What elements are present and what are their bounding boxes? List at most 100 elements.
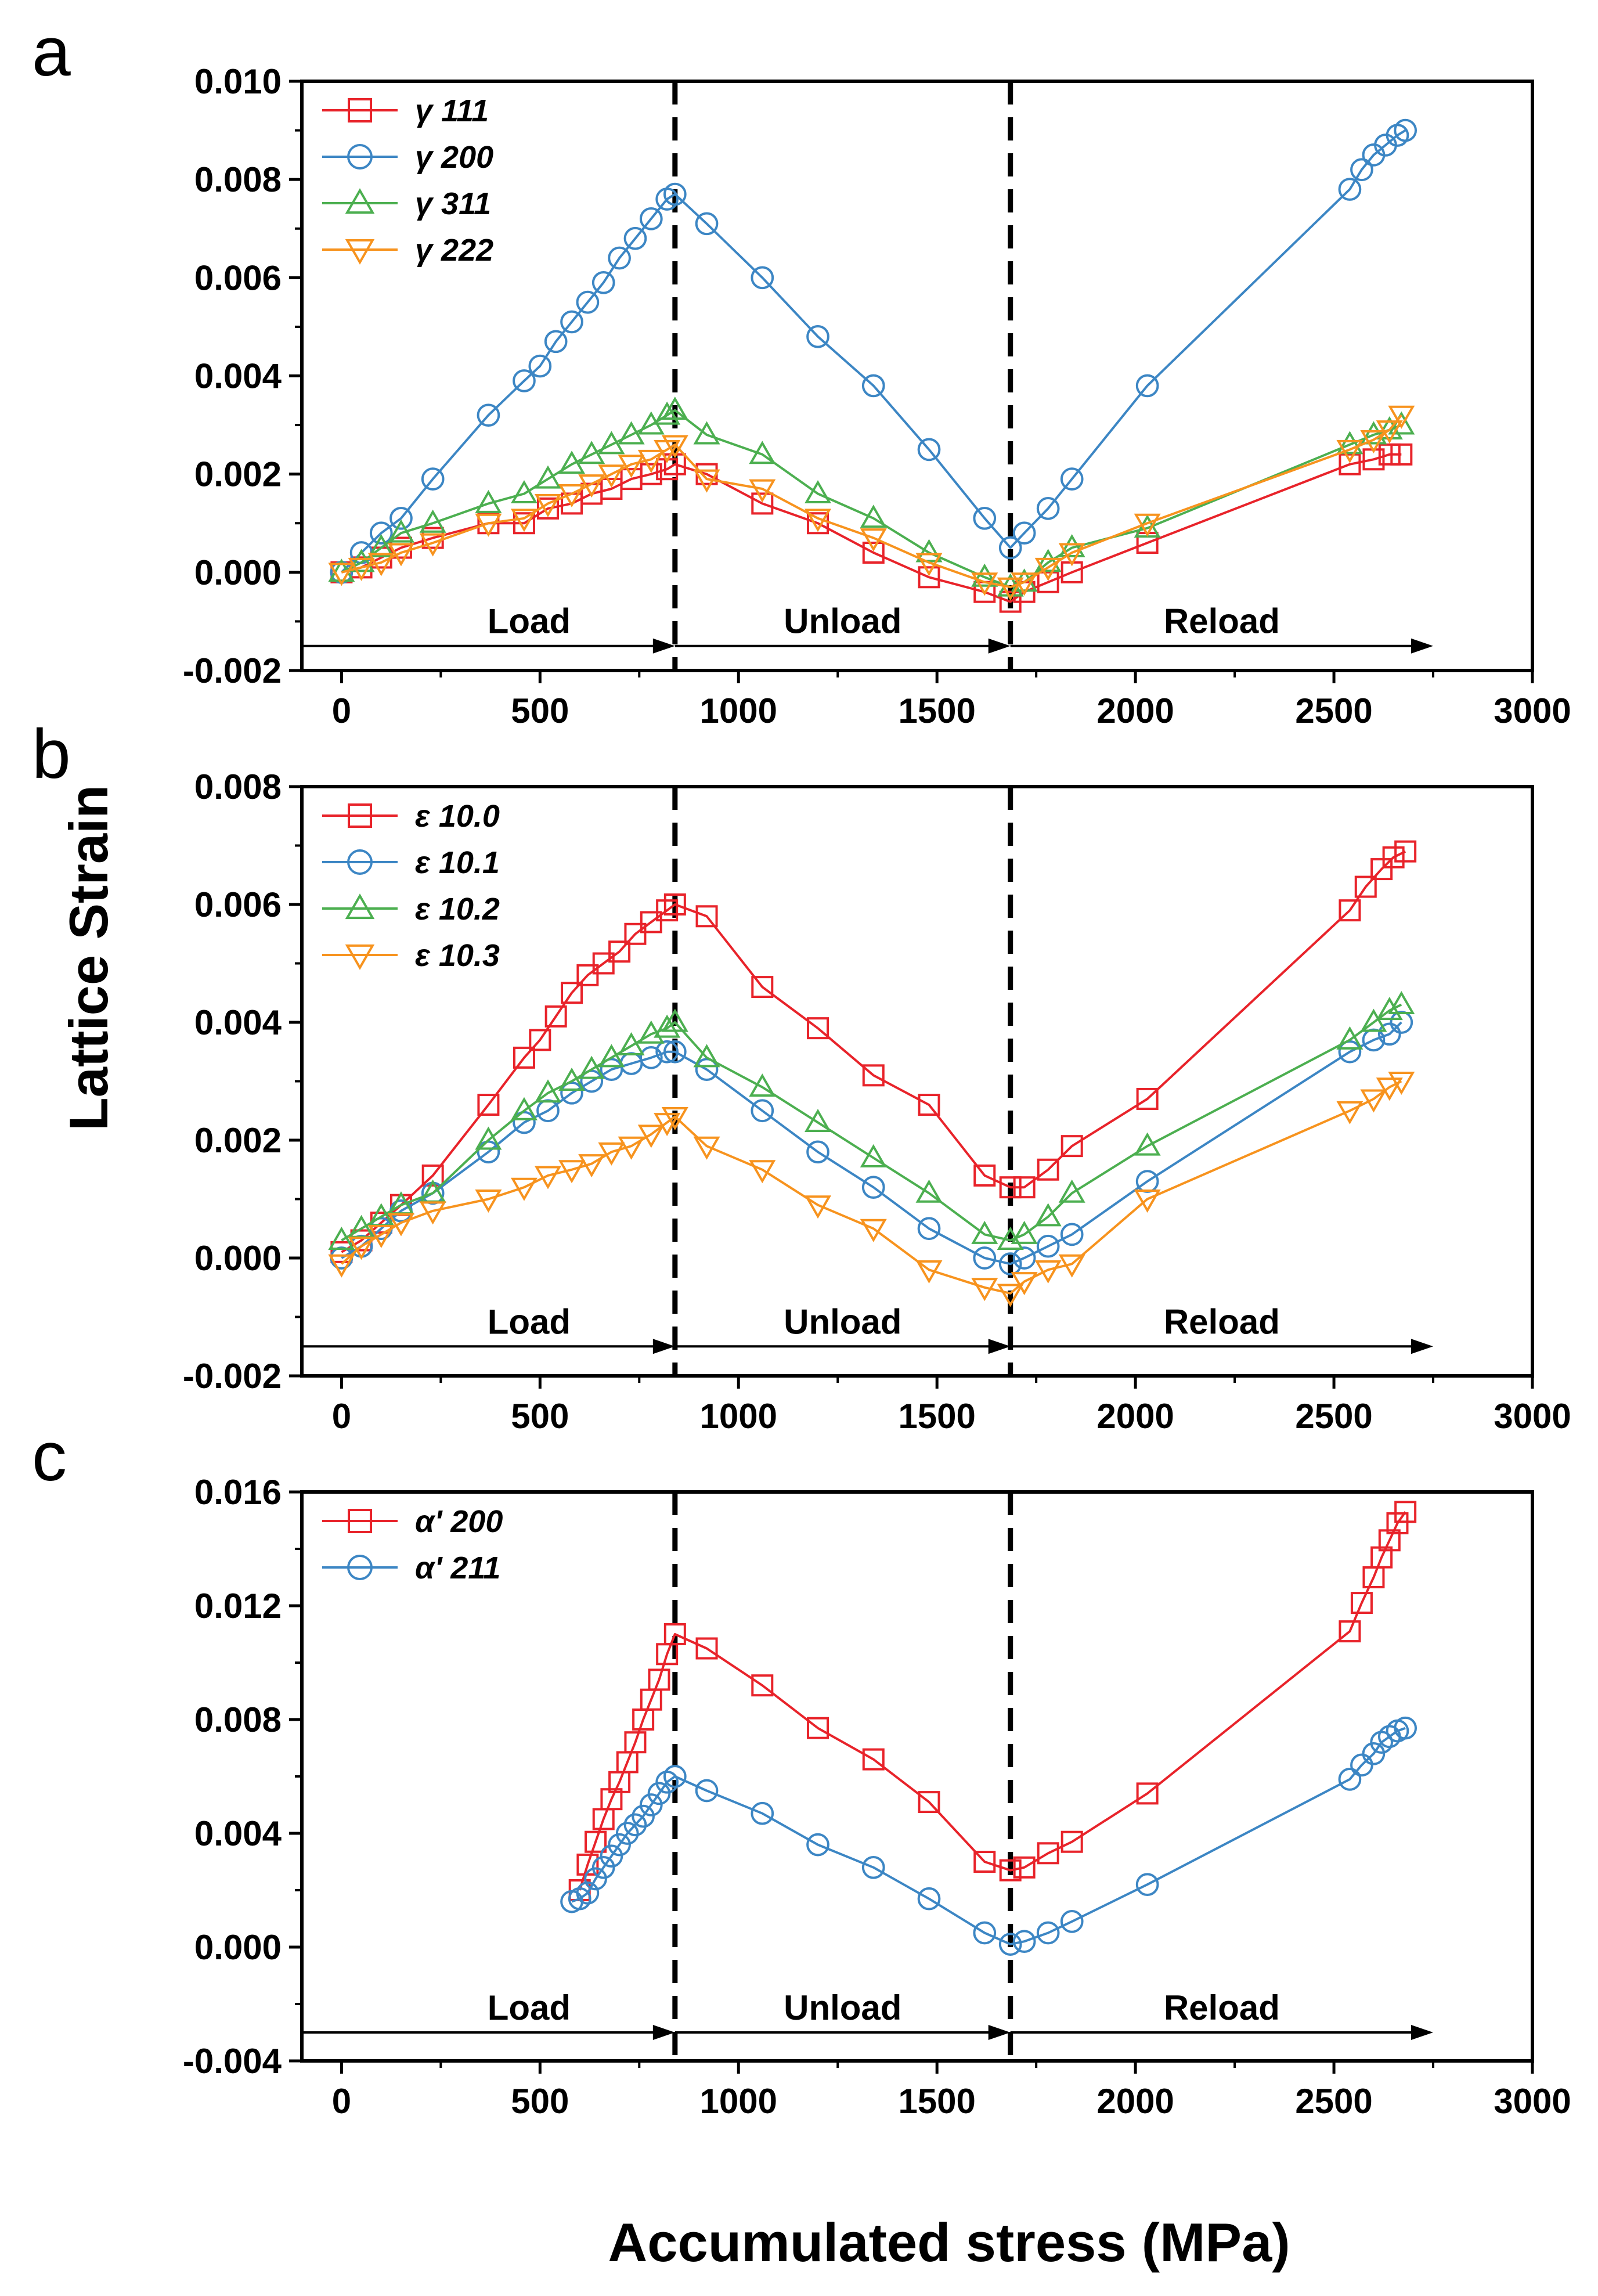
data-point <box>1336 1101 1363 1124</box>
data-point <box>1377 1022 1401 1046</box>
y-tick-label: 0.016 <box>194 1473 282 1512</box>
data-point <box>1360 1008 1387 1032</box>
data-point <box>647 1782 671 1805</box>
series-line <box>341 414 1402 589</box>
data-point <box>600 1844 623 1868</box>
data-point <box>598 464 625 488</box>
phase-label-unload: Unload <box>784 1988 901 2027</box>
data-point <box>591 1855 615 1879</box>
data-point <box>1360 1089 1387 1113</box>
data-point <box>862 1064 885 1087</box>
phase-arrow-head <box>1411 1339 1434 1354</box>
data-point <box>860 1144 887 1167</box>
data-point <box>1058 1254 1085 1278</box>
data-point <box>560 310 583 334</box>
data-point <box>862 542 885 564</box>
data-point <box>477 403 500 427</box>
data-point <box>1394 118 1417 142</box>
data-point <box>999 1176 1022 1199</box>
data-point <box>615 1822 639 1845</box>
data-point <box>1339 453 1361 475</box>
data-point <box>367 534 395 557</box>
x-tick-label: 3000 <box>1494 2082 1571 2121</box>
data-point <box>1350 158 1373 182</box>
phase-label-reload: Reload <box>1164 1988 1280 2027</box>
x-tick-label: 1500 <box>898 691 975 730</box>
data-point <box>695 1637 718 1660</box>
data-point <box>918 1791 940 1814</box>
phase-arrow-head <box>1411 638 1434 654</box>
data-point <box>655 1770 679 1794</box>
data-point <box>1338 178 1362 201</box>
data-point <box>369 521 393 545</box>
data-point <box>751 266 774 290</box>
data-point <box>1034 1203 1062 1227</box>
data-point <box>1386 1512 1409 1534</box>
data-point <box>661 435 688 459</box>
data-point <box>623 1813 647 1837</box>
data-point <box>348 1237 375 1260</box>
data-point <box>1360 430 1387 454</box>
data-point <box>655 1040 679 1064</box>
data-point <box>695 212 719 236</box>
data-point <box>608 246 631 270</box>
data-point <box>971 1220 998 1244</box>
data-point <box>576 290 600 314</box>
data-point <box>751 492 774 515</box>
data-point <box>421 467 445 491</box>
data-point <box>578 1055 605 1079</box>
data-point <box>528 354 552 378</box>
data-point <box>510 509 538 532</box>
data-point <box>576 964 599 986</box>
data-point <box>971 572 998 596</box>
data-point <box>1036 1234 1060 1258</box>
data-point <box>576 1882 600 1905</box>
data-point <box>1350 1592 1373 1614</box>
legend-label: ε 10.3 <box>415 938 500 973</box>
data-point <box>861 1176 885 1199</box>
phase-arrow-head <box>988 638 1011 654</box>
data-point <box>805 509 832 532</box>
data-point <box>693 1044 720 1068</box>
data-point <box>513 369 536 392</box>
legend-marker <box>345 893 375 920</box>
data-point <box>1058 543 1085 567</box>
y-tick-label: 0.002 <box>194 1121 282 1160</box>
data-point <box>618 1032 645 1056</box>
y-axis-title: Lattice Strain <box>58 785 119 1131</box>
x-tick-label: 500 <box>511 2082 569 2121</box>
phase-arrow-head <box>988 1339 1011 1354</box>
data-point <box>1376 420 1403 444</box>
data-point <box>618 421 645 445</box>
phase-arrow-head <box>652 638 675 654</box>
data-point <box>387 543 414 567</box>
data-point <box>862 1748 885 1771</box>
data-point <box>806 1833 829 1857</box>
y-tick-label: -0.004 <box>183 2042 282 2081</box>
legend-marker <box>348 98 372 122</box>
phase-label-load: Load <box>488 1988 571 2027</box>
data-point <box>1060 1135 1083 1158</box>
data-point <box>751 976 774 999</box>
data-point <box>1336 439 1363 463</box>
x-tick-label: 1500 <box>898 1397 975 1436</box>
y-tick-label: 0.008 <box>194 1700 282 1739</box>
data-point <box>592 952 615 975</box>
data-point <box>510 480 538 503</box>
data-point <box>1388 405 1415 429</box>
legend-label: α' 200 <box>415 1504 503 1539</box>
data-point <box>608 940 631 963</box>
data-point <box>1339 899 1361 922</box>
data-point <box>918 566 940 589</box>
data-point <box>510 1177 538 1201</box>
data-point <box>663 182 687 206</box>
data-point <box>661 1106 688 1130</box>
y-tick-label: 0.002 <box>194 455 282 494</box>
data-point <box>558 1067 586 1091</box>
data-point <box>1058 534 1085 557</box>
data-point <box>328 1254 355 1278</box>
x-axis-title: Accumulated stress (MPa) <box>608 2212 1290 2273</box>
data-point <box>807 1717 829 1739</box>
legend-marker <box>345 239 375 265</box>
x-tick-label: 0 <box>332 691 351 730</box>
